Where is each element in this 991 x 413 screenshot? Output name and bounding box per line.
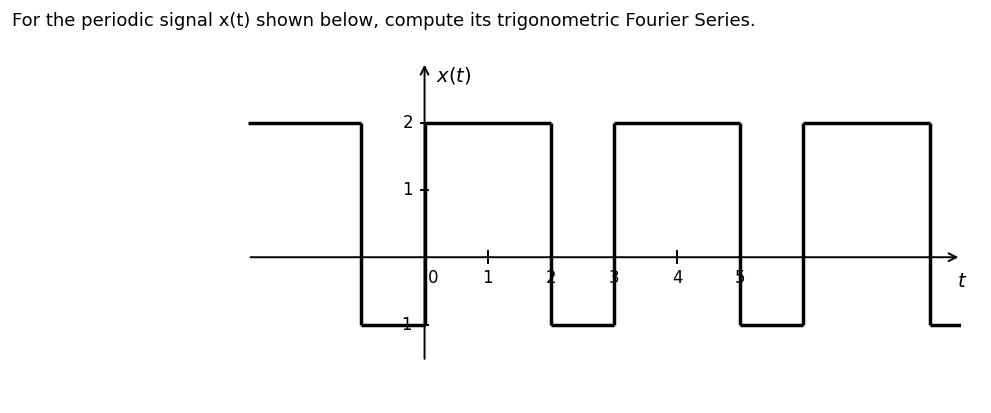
- Text: t: t: [958, 272, 966, 291]
- Text: 1: 1: [402, 181, 413, 199]
- Text: For the periodic signal x(t) shown below, compute its trigonometric Fourier Seri: For the periodic signal x(t) shown below…: [12, 12, 756, 31]
- Text: 1: 1: [483, 269, 493, 287]
- Text: 4: 4: [672, 269, 683, 287]
- Text: 0: 0: [428, 269, 438, 287]
- Text: 3: 3: [608, 269, 619, 287]
- Text: 2: 2: [402, 114, 413, 132]
- Text: $x(t)$: $x(t)$: [436, 65, 471, 86]
- Text: 2: 2: [545, 269, 556, 287]
- Text: -1: -1: [396, 316, 413, 334]
- Text: 5: 5: [735, 269, 745, 287]
